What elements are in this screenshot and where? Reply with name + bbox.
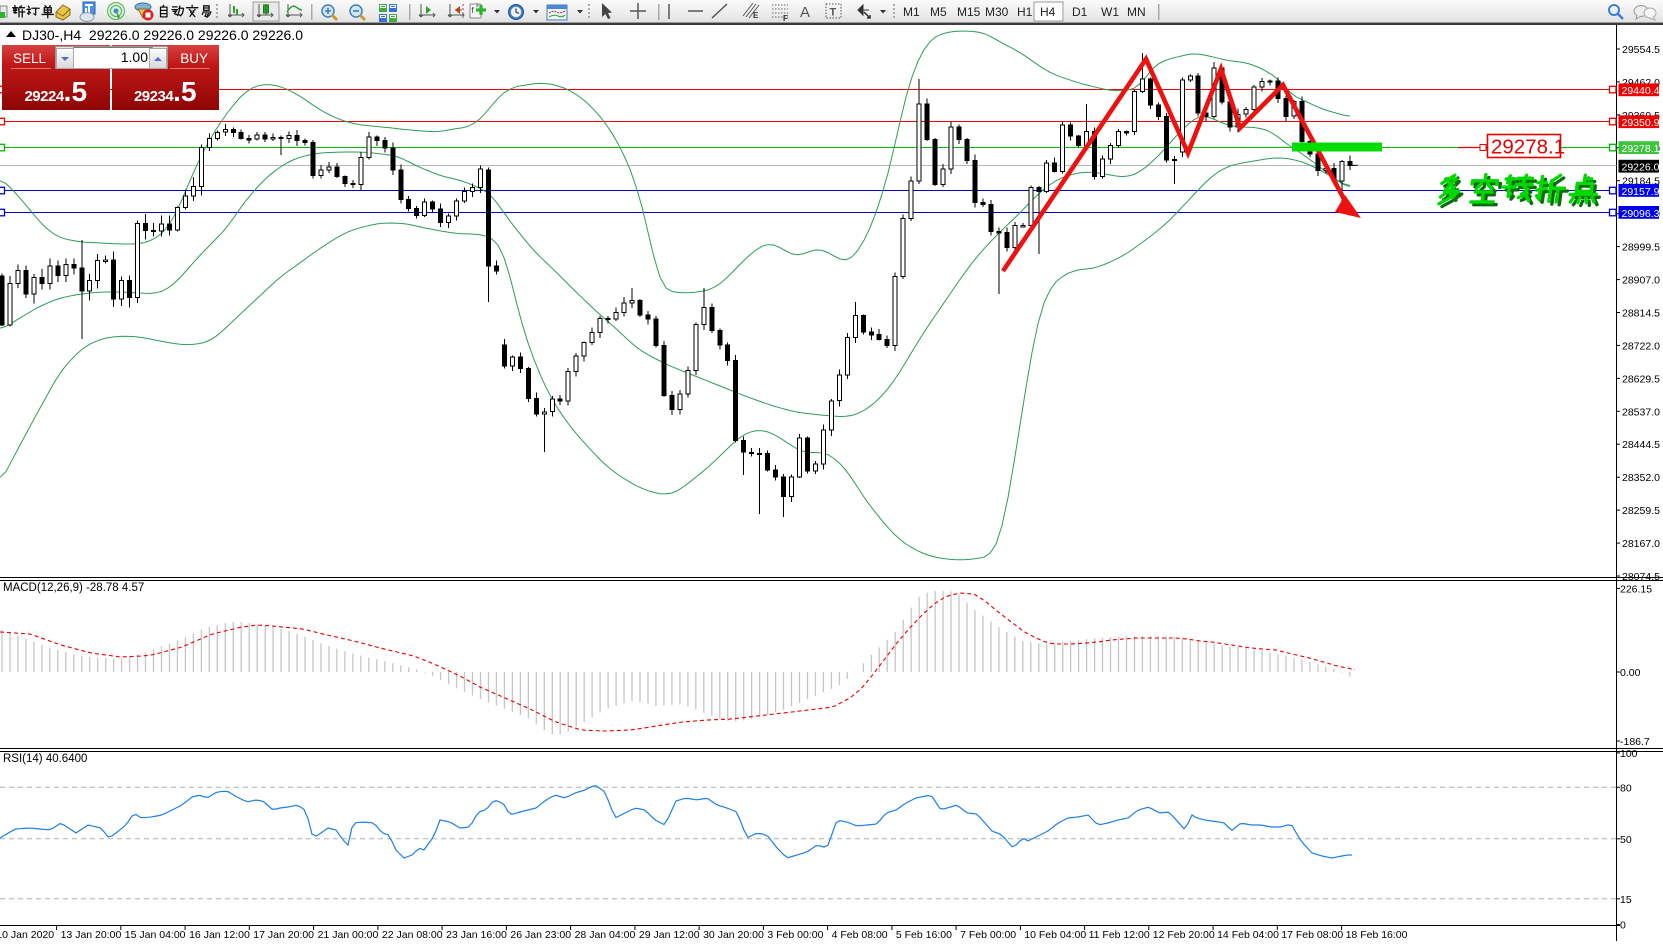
svg-text:D1: D1	[1072, 5, 1088, 19]
svg-text:50: 50	[1620, 834, 1632, 846]
svg-text:14 Feb 04:00: 14 Feb 04:00	[1217, 929, 1279, 941]
svg-text:10 Feb 04:00: 10 Feb 04:00	[1024, 929, 1086, 941]
svg-text:80: 80	[1620, 782, 1632, 794]
svg-text:f: f	[472, 6, 475, 15]
svg-text:21 Jan 00:00: 21 Jan 00:00	[318, 929, 379, 941]
svg-text:23 Jan 16:00: 23 Jan 16:00	[446, 929, 507, 941]
svg-text:28 Jan 04:00: 28 Jan 04:00	[575, 929, 636, 941]
svg-text:15 Jan 04:00: 15 Jan 04:00	[125, 929, 186, 941]
svg-text:28074.5: 28074.5	[1622, 571, 1660, 583]
svg-text:29226.0: 29226.0	[1622, 162, 1660, 174]
svg-text:28352.0: 28352.0	[1622, 472, 1660, 484]
svg-text:29350.9: 29350.9	[1622, 117, 1660, 129]
svg-text:MACD(12,26,9) -28.78 4.57: MACD(12,26,9) -28.78 4.57	[3, 582, 144, 594]
svg-text:226.15: 226.15	[1620, 583, 1652, 595]
svg-text:13 Jan 20:00: 13 Jan 20:00	[61, 929, 122, 941]
svg-text:MN: MN	[1127, 5, 1146, 19]
svg-text:A: A	[800, 4, 810, 21]
svg-text:29440.4: 29440.4	[1622, 85, 1660, 97]
svg-text:17 Feb 08:00: 17 Feb 08:00	[1281, 929, 1343, 941]
svg-text:30 Jan 20:00: 30 Jan 20:00	[703, 929, 764, 941]
svg-text:28537.0: 28537.0	[1622, 406, 1660, 418]
svg-text:28629.5: 28629.5	[1622, 373, 1660, 385]
svg-text:5 Feb 16:00: 5 Feb 16:00	[896, 929, 952, 941]
svg-text:18 Feb 16:00: 18 Feb 16:00	[1346, 929, 1408, 941]
svg-text:T: T	[830, 7, 837, 19]
svg-text:29554.5: 29554.5	[1622, 44, 1660, 56]
svg-text:29278.1: 29278.1	[1622, 143, 1660, 155]
svg-text:10 Jan 2020: 10 Jan 2020	[0, 929, 54, 941]
svg-text:28722.0: 28722.0	[1622, 340, 1660, 352]
svg-text:M1: M1	[903, 5, 920, 19]
svg-text:0: 0	[1620, 920, 1626, 932]
svg-text:28999.5: 28999.5	[1622, 242, 1660, 254]
svg-text:100: 100	[1620, 748, 1638, 760]
svg-text:RSI(14) 40.6400: RSI(14) 40.6400	[3, 753, 87, 765]
svg-text:12 Feb 20:00: 12 Feb 20:00	[1153, 929, 1215, 941]
svg-text:F: F	[783, 14, 788, 23]
svg-text:E: E	[753, 11, 759, 20]
svg-text:H1: H1	[1017, 5, 1033, 19]
svg-text:15: 15	[1620, 894, 1632, 906]
svg-text:28814.5: 28814.5	[1622, 308, 1660, 320]
svg-text:M5: M5	[930, 5, 947, 19]
svg-text:11 Feb 12:00: 11 Feb 12:00	[1089, 929, 1150, 941]
svg-text:29157.9: 29157.9	[1622, 186, 1660, 198]
svg-text:4 Feb 08:00: 4 Feb 08:00	[832, 929, 888, 941]
svg-text:0.00: 0.00	[1620, 667, 1641, 679]
svg-text:3 Feb 00:00: 3 Feb 00:00	[767, 929, 823, 941]
svg-text:28167.0: 28167.0	[1622, 538, 1660, 550]
svg-text:17 Jan 20:00: 17 Jan 20:00	[253, 929, 314, 941]
svg-text:22 Jan 08:00: 22 Jan 08:00	[382, 929, 443, 941]
svg-text:29278.1: 29278.1	[1491, 136, 1565, 159]
svg-text:M30: M30	[985, 5, 1009, 19]
svg-text:M15: M15	[957, 5, 981, 19]
svg-text:29096.3: 29096.3	[1622, 208, 1660, 220]
svg-text:16 Jan 12:00: 16 Jan 12:00	[189, 929, 250, 941]
svg-text:7 Feb 00:00: 7 Feb 00:00	[960, 929, 1016, 941]
svg-text:-186.7: -186.7	[1620, 736, 1650, 748]
svg-text:26 Jan 23:00: 26 Jan 23:00	[510, 929, 571, 941]
svg-text:29 Jan 12:00: 29 Jan 12:00	[639, 929, 700, 941]
svg-text:W1: W1	[1101, 5, 1119, 19]
svg-text:28444.5: 28444.5	[1622, 439, 1660, 451]
svg-text:28907.0: 28907.0	[1622, 275, 1660, 287]
svg-text:H4: H4	[1040, 5, 1056, 19]
svg-text:28259.5: 28259.5	[1622, 505, 1660, 517]
